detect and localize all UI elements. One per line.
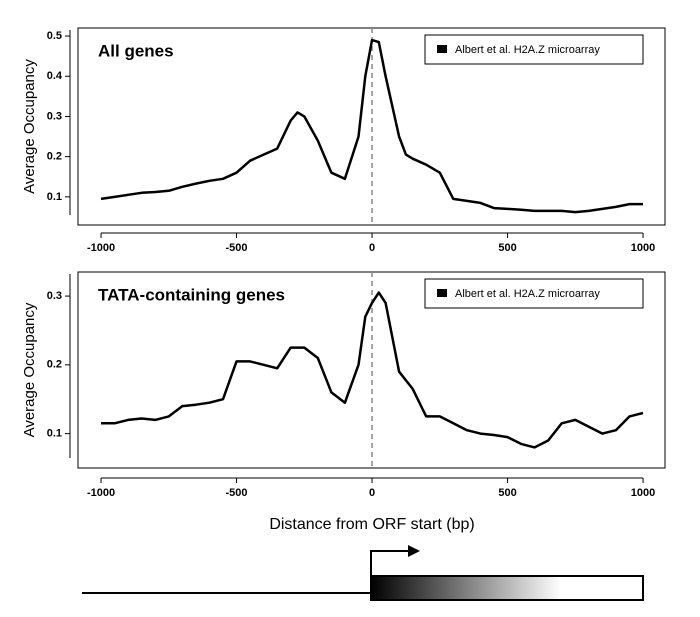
legend-swatch bbox=[437, 289, 447, 297]
series-line bbox=[100, 38, 643, 214]
arrow-head bbox=[408, 545, 420, 557]
y-tick-label: 0.1 bbox=[47, 191, 62, 203]
x-tick-label: -1000 bbox=[87, 242, 115, 254]
y-tick-label: 0.1 bbox=[47, 428, 62, 440]
x-tick-label: 0 bbox=[369, 487, 375, 499]
y-axis-label: Average Occupancy bbox=[21, 302, 38, 437]
orf-box bbox=[370, 575, 644, 601]
x-tick-label: -500 bbox=[226, 487, 248, 499]
y-tick-label: 0.4 bbox=[47, 70, 63, 82]
y-tick-label: 0.3 bbox=[47, 110, 62, 122]
x-tick-label: 1000 bbox=[631, 487, 655, 499]
y-tick-label: 0.3 bbox=[47, 290, 62, 302]
y-tick-label: 0.2 bbox=[47, 151, 62, 163]
legend-box bbox=[424, 34, 644, 65]
x-tick-label: 1000 bbox=[631, 242, 655, 254]
panel-title: All genes bbox=[98, 41, 174, 60]
series-line bbox=[101, 291, 644, 449]
x-tick-label: -1000 bbox=[87, 487, 115, 499]
legend-swatch bbox=[437, 45, 447, 53]
y-axis-label: Average Occupancy bbox=[21, 59, 38, 194]
legend-box bbox=[424, 278, 644, 309]
x-tick-label: 500 bbox=[498, 487, 516, 499]
y-tick-label: 0.5 bbox=[47, 30, 62, 42]
legend-label: Albert et al. H2A.Z microarray bbox=[455, 44, 600, 56]
y-tick-label: 0.2 bbox=[47, 359, 62, 371]
x-axis-label: Distance from ORF start (bp) bbox=[269, 516, 474, 533]
gene-diagram bbox=[82, 545, 644, 601]
x-tick-label: -500 bbox=[226, 242, 248, 254]
tss-arrow bbox=[370, 550, 410, 576]
x-tick-label: 0 bbox=[369, 242, 375, 254]
x-tick-label: 500 bbox=[498, 242, 516, 254]
legend-label: Albert et al. H2A.Z microarray bbox=[455, 288, 600, 300]
panel-title: TATA-containing genes bbox=[98, 285, 285, 304]
